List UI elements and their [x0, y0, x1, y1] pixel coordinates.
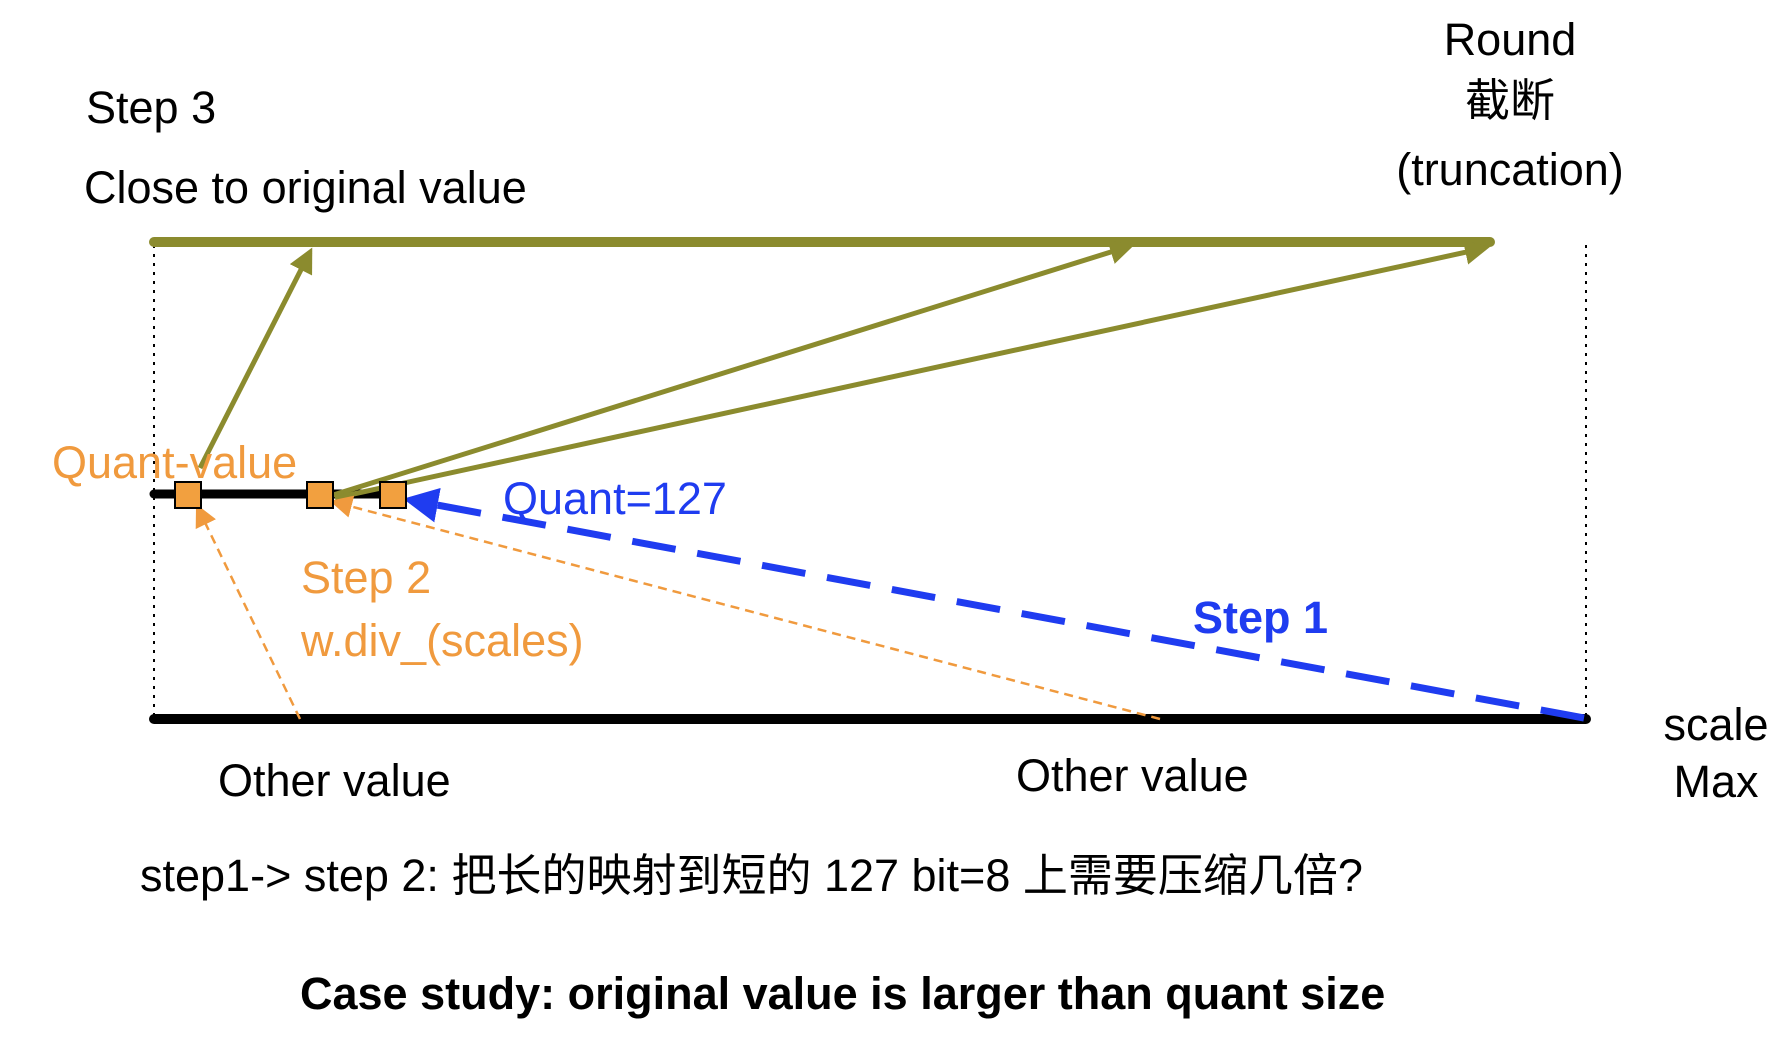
olive-arrow-right: [334, 240, 1490, 501]
olive-arrow-middle: [329, 240, 1135, 499]
close-to-original-label: Close to original value: [84, 162, 527, 213]
quant-marker-2: [306, 481, 334, 509]
blue-arrow-step1: [403, 487, 1585, 722]
round-label: Round: [1444, 14, 1577, 65]
question-text: step1-> step 2: 把长的映射到短的 127 bit=8 上需要压缩…: [140, 850, 1363, 901]
olive-arrow-left: [197, 247, 313, 470]
truncation-label: (truncation): [1396, 144, 1624, 195]
step3-label: Step 3: [86, 82, 216, 133]
scale-label: scale: [1663, 699, 1768, 750]
max-label: Max: [1673, 756, 1759, 807]
quant-marker-3: [379, 481, 407, 509]
quant-marker-1: [174, 481, 202, 509]
w-div-scales-label: w.div_(scales): [300, 615, 584, 666]
quant-127-label: Quant=127: [503, 473, 727, 524]
caption: Case study: original value is larger tha…: [300, 968, 1385, 1019]
orange-arrow-right: [329, 495, 1161, 721]
step2-label: Step 2: [301, 552, 431, 603]
round-cn-label: 截断: [1465, 75, 1555, 126]
orange-arrow-left: [195, 503, 302, 720]
other-value-left-label: Other value: [218, 755, 451, 806]
quant-value-label: Quant-value: [52, 437, 297, 488]
other-value-right-label: Other value: [1016, 750, 1249, 801]
step1-label: Step 1: [1193, 592, 1328, 643]
